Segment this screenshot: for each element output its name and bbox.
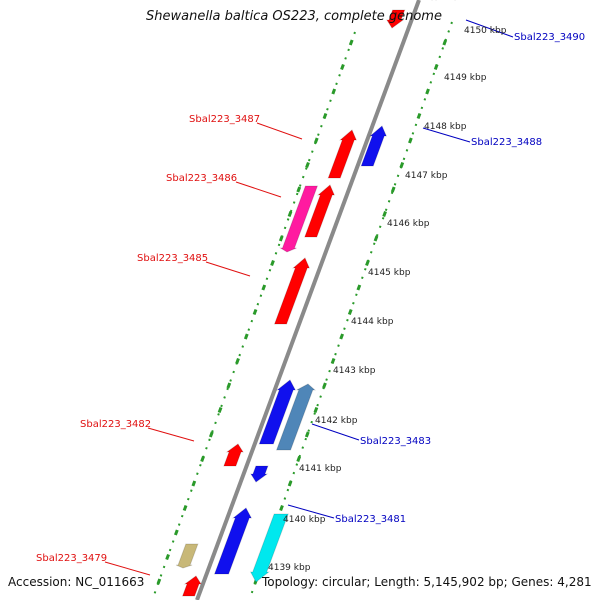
scale-label: 4140 kbp: [283, 515, 326, 525]
tick-mark: [399, 161, 405, 169]
tick-mark: [365, 259, 370, 267]
tick-mark: [279, 504, 284, 512]
tick-mark: [261, 284, 267, 291]
tick-mark: [331, 88, 337, 95]
scale-label: 4143 kbp: [333, 366, 376, 376]
scale-label: 4147 kbp: [405, 171, 448, 181]
tick-mark: [433, 63, 439, 71]
leader-line: [147, 427, 195, 442]
tick-marks: [156, 39, 448, 585]
tick-mark: [305, 161, 310, 169]
gene-label-sbal223-3490[interactable]: Sbal223_3490: [514, 32, 585, 43]
gene-label-sbal223-3479[interactable]: Sbal223_3479: [36, 553, 107, 564]
tick-mark: [243, 333, 249, 340]
gene-feature-red-top[interactable]: [386, 9, 406, 29]
topology-text: Topology: circular; Length: 5,145,902 bp…: [262, 575, 592, 589]
leader-line: [465, 19, 514, 38]
tick-mark: [347, 308, 353, 316]
tick-mark: [339, 333, 344, 340]
tick-mark: [348, 39, 354, 46]
tick-mark: [296, 455, 302, 463]
scale-label: 4149 kbp: [444, 73, 487, 83]
gene-feature-red-3487[interactable]: [327, 129, 358, 179]
tick-mark: [382, 210, 387, 218]
tick-mark: [304, 431, 310, 438]
tick-mark: [390, 186, 396, 193]
tick-mark: [182, 504, 188, 512]
gene-feature-red-3486[interactable]: [304, 184, 336, 238]
leader-line: [205, 261, 251, 277]
tick-mark: [252, 308, 258, 316]
label-leaders: [104, 19, 514, 576]
tick-mark: [287, 210, 293, 218]
tick-mark: [174, 529, 179, 536]
tick-mark: [442, 39, 448, 46]
gene-label-sbal223-3481[interactable]: Sbal223_3481: [335, 514, 406, 525]
tick-mark: [270, 259, 275, 267]
gene-feature-blue-3481a[interactable]: [250, 465, 269, 483]
tick-mark: [416, 112, 422, 120]
gene-features: [175, 0, 456, 597]
leader-line: [311, 423, 360, 441]
gene-feature-cyan-3481[interactable]: [249, 513, 289, 583]
tick-mark: [340, 63, 345, 71]
tick-mark: [322, 382, 327, 389]
gene-label-sbal223-3483[interactable]: Sbal223_3483: [360, 436, 431, 447]
tick-mark: [408, 137, 413, 144]
tick-mark: [296, 186, 302, 193]
tick-mark: [425, 88, 430, 95]
leader-line: [235, 181, 282, 198]
tick-mark: [313, 137, 319, 144]
tick-mark: [217, 406, 223, 414]
tick-mark: [356, 284, 362, 291]
scale-label: 4145 kbp: [368, 268, 411, 278]
tick-mark: [373, 235, 379, 242]
scale-label: 4146 kbp: [387, 219, 430, 229]
tick-mark: [313, 406, 319, 414]
scale-label: 4148 kbp: [424, 122, 467, 132]
gene-feature-steelblue-3483[interactable]: [275, 383, 317, 451]
gene-feature-red-3485b[interactable]: [273, 257, 311, 325]
scale-label: 4142 kbp: [315, 416, 358, 426]
inner-track: [152, 31, 356, 599]
leader-line: [287, 504, 335, 519]
tick-mark: [156, 578, 162, 585]
tick-mark: [322, 112, 328, 120]
accession-text: Accession: NC_011663: [8, 575, 145, 589]
map-title: Shewanella baltica OS223, complete genom…: [146, 9, 442, 24]
tick-mark: [278, 235, 284, 242]
tick-mark: [191, 480, 197, 487]
scale-label: 4141 kbp: [299, 464, 342, 474]
scale-label: 4144 kbp: [351, 317, 394, 327]
gene-feature-red-3482[interactable]: [223, 443, 244, 467]
gene-label-sbal223-3487[interactable]: Sbal223_3487: [189, 114, 260, 125]
gene-label-sbal223-3482[interactable]: Sbal223_3482: [80, 419, 151, 430]
leader-line: [422, 127, 471, 143]
scale-label: 4139 kbp: [268, 563, 311, 573]
tick-mark: [330, 357, 336, 365]
gene-feature-red-3479[interactable]: [181, 575, 202, 597]
scale-label: 4150 kbp: [464, 26, 507, 36]
gene-feature-blue-3488[interactable]: [360, 125, 388, 167]
gene-feature-tan-3479[interactable]: [175, 543, 199, 569]
genome-backbone: [195, 0, 421, 600]
gene-label-sbal223-3485[interactable]: Sbal223_3485: [137, 253, 208, 264]
gene-label-sbal223-3488[interactable]: Sbal223_3488: [471, 137, 542, 148]
gene-feature-blue-3481b[interactable]: [213, 507, 253, 575]
tick-mark: [208, 431, 214, 438]
tick-mark: [235, 357, 240, 365]
gene-feature-blue-3483a[interactable]: [258, 379, 297, 445]
leader-line: [104, 561, 151, 576]
tick-mark: [287, 480, 293, 487]
gene-feature-magenta-3485[interactable]: [278, 185, 319, 253]
leader-line: [256, 122, 303, 140]
tick-mark: [165, 553, 170, 561]
tick-mark: [226, 382, 232, 389]
gene-label-sbal223-3486[interactable]: Sbal223_3486: [166, 173, 237, 184]
tick-mark: [200, 455, 205, 463]
scale-labels: 4150 kbp 4149 kbp 4148 kbp 4147 kbp 4146…: [268, 26, 507, 573]
